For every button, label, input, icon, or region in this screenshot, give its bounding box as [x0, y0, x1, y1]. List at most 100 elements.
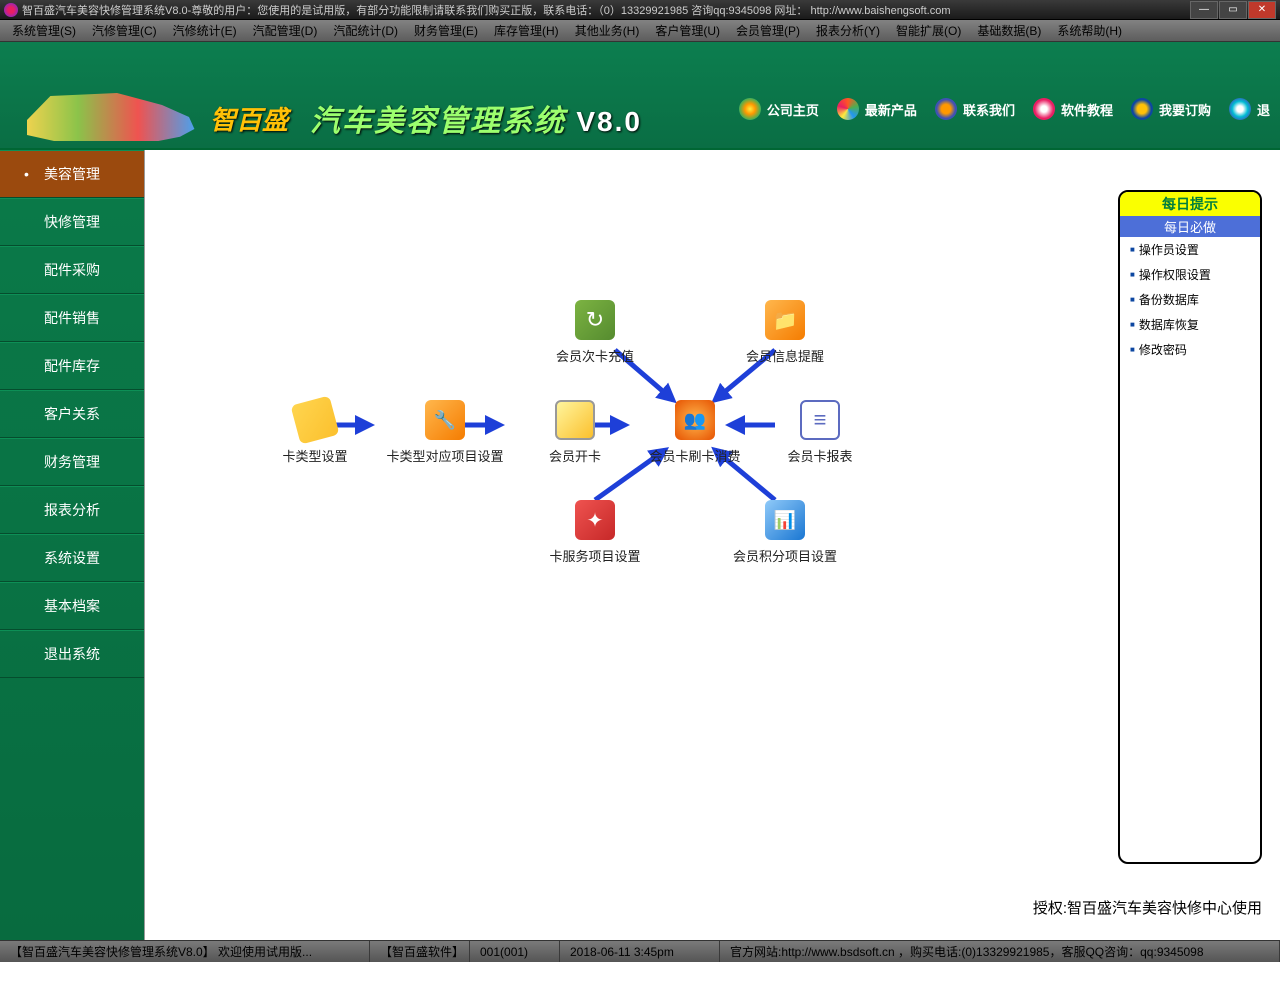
sidebar-item[interactable]: 配件采购 — [0, 246, 144, 294]
menu-item[interactable]: 会员管理(P) — [728, 20, 808, 41]
node-open-card[interactable]: 会员开卡 — [510, 400, 640, 465]
points-icon — [765, 500, 805, 540]
service-icon — [575, 500, 615, 540]
menu-item[interactable]: 系统管理(S) — [4, 20, 84, 41]
menu-item[interactable]: 基础数据(B) — [969, 20, 1049, 41]
sidebar-item[interactable]: 配件库存 — [0, 342, 144, 390]
license-text: 授权:智百盛汽车美容快修中心使用 — [1033, 897, 1262, 918]
brand-name: 智百盛 — [210, 100, 288, 137]
top-link[interactable]: 我要订购 — [1131, 98, 1211, 120]
link-icon — [739, 98, 761, 120]
sidebar-item[interactable]: 退出系统 — [0, 630, 144, 678]
menu-bar: 系统管理(S)汽修管理(C)汽修统计(E)汽配管理(D)汽配统计(D)财务管理(… — [0, 20, 1280, 42]
sidebar-item[interactable]: 客户关系 — [0, 390, 144, 438]
link-label: 最新产品 — [865, 100, 917, 119]
top-links: 公司主页 最新产品 联系我们 软件教程 我要订购 退 — [739, 98, 1280, 120]
consume-icon — [675, 400, 715, 440]
card-icon — [291, 396, 340, 445]
status-datetime: 2018-06-11 3:45pm — [560, 941, 720, 962]
tips-item[interactable]: 修改密码 — [1120, 337, 1260, 362]
sidebar-item[interactable]: 报表分析 — [0, 486, 144, 534]
top-link[interactable]: 软件教程 — [1033, 98, 1113, 120]
sidebar-item[interactable]: 系统设置 — [0, 534, 144, 582]
app-icon — [4, 3, 18, 17]
car-logo-icon — [18, 84, 198, 144]
tips-header: 每日提示 — [1120, 192, 1260, 216]
maximize-button[interactable]: ▭ — [1219, 1, 1247, 19]
top-link[interactable]: 联系我们 — [935, 98, 1015, 120]
minimize-button[interactable]: — — [1190, 1, 1218, 19]
daily-tips-panel: 每日提示 每日必做 操作员设置操作权限设置备份数据库数据库恢复修改密码 — [1118, 190, 1262, 864]
node-label: 会员卡报表 — [755, 446, 885, 465]
node-report[interactable]: 会员卡报表 — [755, 400, 885, 465]
link-label: 我要订购 — [1159, 100, 1211, 119]
sidebar: 美容管理快修管理配件采购配件销售配件库存客户关系财务管理报表分析系统设置基本档案… — [0, 150, 144, 940]
sidebar-item[interactable]: 配件销售 — [0, 294, 144, 342]
status-product: 【智百盛汽车美容快修管理系统V8.0】 欢迎使用试用版... — [0, 941, 370, 962]
node-label: 卡类型对应项目设置 — [380, 446, 510, 465]
report-icon — [800, 400, 840, 440]
status-contact: 官方网站:http://www.bsdsoft.cn ，购买电话:(0)1332… — [720, 941, 1280, 962]
status-company: 【智百盛软件】 — [370, 941, 470, 962]
node-label: 卡服务项目设置 — [530, 546, 660, 565]
link-icon — [935, 98, 957, 120]
header-banner: 智百盛 汽车美容管理系统 V8.0 公司主页 最新产品 联系我们 软件教程 我要订购 退 — [0, 42, 1280, 150]
tool-icon — [425, 400, 465, 440]
tips-item[interactable]: 备份数据库 — [1120, 287, 1260, 312]
tips-subheader: 每日必做 — [1120, 216, 1260, 237]
top-link[interactable]: 最新产品 — [837, 98, 917, 120]
sidebar-item[interactable]: 快修管理 — [0, 198, 144, 246]
window-title: 智百盛汽车美容快修管理系统V8.0-尊敬的用户：您使用的是试用版，有部分功能限制… — [22, 2, 1189, 18]
status-bar: 【智百盛汽车美容快修管理系统V8.0】 欢迎使用试用版... 【智百盛软件】 0… — [0, 940, 1280, 962]
menu-item[interactable]: 汽修管理(C) — [84, 20, 165, 41]
node-consume[interactable]: 会员卡刷卡消费 — [630, 400, 760, 465]
menu-item[interactable]: 库存管理(H) — [486, 20, 567, 41]
workflow-diagram: 会员次卡充值 会员信息提醒 卡类型设置 卡类型对应项目设置 会员开卡 会员卡刷卡… — [195, 240, 995, 690]
open-card-icon — [555, 400, 595, 440]
node-label: 卡类型设置 — [250, 446, 380, 465]
content-pane: 会员次卡充值 会员信息提醒 卡类型设置 卡类型对应项目设置 会员开卡 会员卡刷卡… — [144, 150, 1280, 940]
top-link[interactable]: 退 — [1229, 98, 1270, 120]
menu-item[interactable]: 其他业务(H) — [567, 20, 648, 41]
node-card-project[interactable]: 卡类型对应项目设置 — [380, 400, 510, 465]
node-label: 会员卡刷卡消费 — [630, 446, 760, 465]
link-label: 联系我们 — [963, 100, 1015, 119]
sidebar-item[interactable]: 基本档案 — [0, 582, 144, 630]
window-controls: — ▭ ✕ — [1189, 1, 1276, 19]
node-service-project[interactable]: 卡服务项目设置 — [530, 500, 660, 565]
menu-item[interactable]: 智能扩展(O) — [888, 20, 969, 41]
sidebar-item[interactable]: 财务管理 — [0, 438, 144, 486]
menu-item[interactable]: 汽配管理(D) — [245, 20, 326, 41]
node-member-recharge[interactable]: 会员次卡充值 — [530, 300, 660, 365]
link-label: 退 — [1257, 100, 1270, 119]
node-points-project[interactable]: 会员积分项目设置 — [720, 500, 850, 565]
link-label: 软件教程 — [1061, 100, 1113, 119]
menu-item[interactable]: 汽修统计(E) — [165, 20, 245, 41]
window-titlebar: 智百盛汽车美容快修管理系统V8.0-尊敬的用户：您使用的是试用版，有部分功能限制… — [0, 0, 1280, 20]
node-member-remind[interactable]: 会员信息提醒 — [720, 300, 850, 365]
node-card-type[interactable]: 卡类型设置 — [250, 400, 380, 465]
recharge-icon — [575, 300, 615, 340]
sidebar-item[interactable]: 美容管理 — [0, 150, 144, 198]
node-label: 会员次卡充值 — [530, 346, 660, 365]
menu-item[interactable]: 客户管理(U) — [647, 20, 728, 41]
system-title: 汽车美容管理系统 V8.0 — [310, 96, 642, 140]
version-text: V8.0 — [576, 106, 642, 137]
tips-item[interactable]: 数据库恢复 — [1120, 312, 1260, 337]
status-user: 001(001) — [470, 941, 560, 962]
node-label: 会员信息提醒 — [720, 346, 850, 365]
link-icon — [1131, 98, 1153, 120]
top-link[interactable]: 公司主页 — [739, 98, 819, 120]
link-icon — [1229, 98, 1251, 120]
link-icon — [837, 98, 859, 120]
menu-item[interactable]: 汽配统计(D) — [325, 20, 406, 41]
node-label: 会员开卡 — [510, 446, 640, 465]
menu-item[interactable]: 报表分析(Y) — [808, 20, 888, 41]
menu-item[interactable]: 系统帮助(H) — [1049, 20, 1130, 41]
tips-item[interactable]: 操作员设置 — [1120, 237, 1260, 262]
system-title-text: 汽车美容管理系统 — [310, 105, 566, 138]
close-button[interactable]: ✕ — [1248, 1, 1276, 19]
menu-item[interactable]: 财务管理(E) — [406, 20, 486, 41]
link-label: 公司主页 — [767, 100, 819, 119]
tips-item[interactable]: 操作权限设置 — [1120, 262, 1260, 287]
